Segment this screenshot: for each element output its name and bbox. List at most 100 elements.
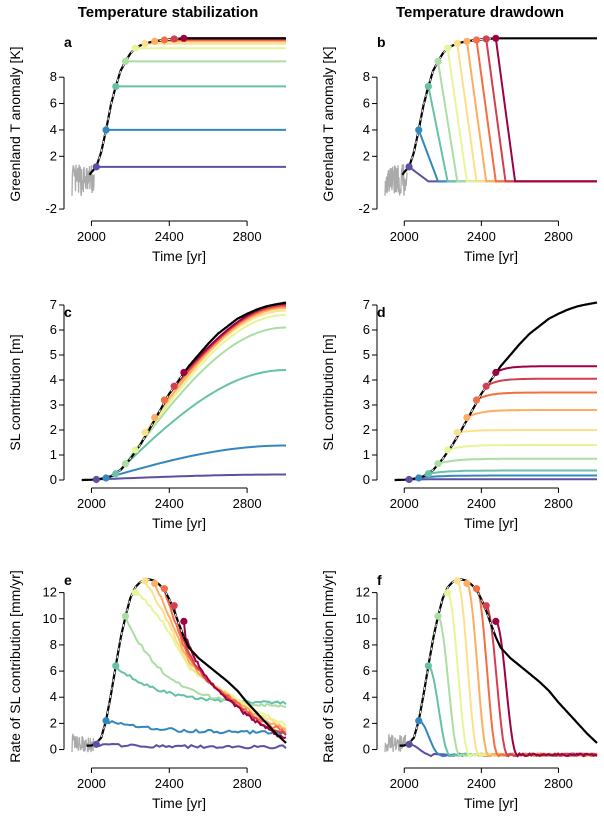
y-tick-label: 4 xyxy=(50,689,57,704)
y-tick-label: 10 xyxy=(43,611,57,626)
y-tick-label: 0 xyxy=(363,742,370,757)
x-tick-label: 2400 xyxy=(467,496,496,511)
y-tick-label: 6 xyxy=(363,663,370,678)
scenario-start-point-3 xyxy=(424,662,432,670)
panel-f: f 2000 2400 2800 0 2 4 6 8 10 12 Time [yr] Rate of S… xyxy=(320,570,598,811)
scenario-start-point-7 xyxy=(151,37,159,45)
historical-series xyxy=(384,164,408,196)
y-tick-label: 10 xyxy=(356,611,370,626)
scenario-start-point-3 xyxy=(112,470,120,478)
y-tick-label: 8 xyxy=(50,69,57,84)
y-tick-label: 12 xyxy=(356,585,370,600)
panel-e: e 2000 2400 2800 0 2 4 6 8 10 12 Time [yr] Rate of S… xyxy=(7,570,287,811)
y-tick-label: 7 xyxy=(50,297,57,312)
scenario-line-9 xyxy=(485,605,598,758)
x-tick-label: 2000 xyxy=(390,229,419,244)
y-tick-label: 6 xyxy=(363,322,370,337)
x-tick-label: 2800 xyxy=(233,496,262,511)
y-tick-label: 2 xyxy=(363,422,370,437)
y-tick-label: 6 xyxy=(50,96,57,111)
baseline-series xyxy=(394,301,598,482)
y-tick-label: 3 xyxy=(50,397,57,412)
scenario-line-9 xyxy=(485,377,597,388)
x-tick-label: 2000 xyxy=(390,496,419,511)
panel-b: b 2000 2400 2800 -2 2 4 6 8 Time [yr] Greenland T … xyxy=(320,34,597,264)
scenario-line-10 xyxy=(495,365,597,374)
scenario-start-point-8 xyxy=(472,36,481,44)
x-tick-label: 2400 xyxy=(467,229,496,244)
scenario-start-point-2 xyxy=(415,717,423,725)
y-tick-label: 0 xyxy=(363,472,370,487)
x-tick-label: 2800 xyxy=(544,229,573,244)
plot-area-c xyxy=(81,301,287,484)
scenario-start-point-10 xyxy=(492,368,500,377)
scenario-start-point-1 xyxy=(92,163,100,171)
plot-area-b xyxy=(384,34,597,196)
scenario-start-point-8 xyxy=(160,396,169,404)
y-axis-label: Rate of SL contribution [mm/yr] xyxy=(7,570,23,762)
baseline-dash-overlay xyxy=(408,579,497,744)
y-tick-label: 4 xyxy=(363,122,370,137)
baseline-dash-overlay xyxy=(408,37,496,168)
scenario-start-point-6 xyxy=(453,428,461,437)
scenario-line-1 xyxy=(95,742,287,750)
scenario-start-point-6 xyxy=(141,39,149,48)
y-tick-label: 5 xyxy=(50,347,57,362)
y-tick-label: 0 xyxy=(50,472,57,487)
x-tick-label: 2400 xyxy=(155,776,184,791)
y-axis-label: Rate of SL contribution [mm/yr] xyxy=(320,570,336,762)
baseline-series xyxy=(88,37,286,176)
y-tick-label: 6 xyxy=(50,322,57,337)
scenario-start-point-9 xyxy=(482,602,490,610)
y-tick-label: 2 xyxy=(50,148,57,163)
y-tick-label: 6 xyxy=(363,96,370,111)
scenario-start-point-8 xyxy=(472,585,481,593)
x-axis-label: Time [yr] xyxy=(464,515,518,531)
y-tick-label: 3 xyxy=(363,397,370,412)
scenario-line-2 xyxy=(105,720,287,735)
scenario-start-point-9 xyxy=(482,35,490,43)
scenario-line-6 xyxy=(456,43,597,183)
baseline-series xyxy=(399,578,598,747)
y-tick-label: 2 xyxy=(363,148,370,163)
scenario-start-point-7 xyxy=(463,413,471,422)
y-tick-label: -2 xyxy=(358,201,370,216)
x-tick-label: 2400 xyxy=(467,776,496,791)
scenario-start-point-9 xyxy=(170,35,178,43)
y-tick-label: 2 xyxy=(50,422,57,437)
scenario-line-8 xyxy=(475,39,597,183)
x-axis-label: Time [yr] xyxy=(152,248,206,264)
scenario-start-point-8 xyxy=(160,585,169,593)
baseline-series xyxy=(401,37,597,176)
scenario-start-point-3 xyxy=(112,662,120,670)
scenario-start-point-6 xyxy=(453,577,461,585)
y-tick-label: -2 xyxy=(45,201,57,216)
panel-letter-a: a xyxy=(64,34,72,50)
y-tick-label: 8 xyxy=(50,637,57,652)
scenario-start-point-1 xyxy=(405,475,413,484)
scenario-start-point-4 xyxy=(434,612,442,620)
scenario-start-point-3 xyxy=(112,82,120,91)
historical-series xyxy=(71,164,95,196)
y-tick-label: 8 xyxy=(363,69,370,84)
scenario-start-point-10 xyxy=(180,617,188,625)
scenario-start-point-10 xyxy=(180,368,188,377)
scenario-start-point-4 xyxy=(121,612,130,620)
x-tick-label: 2400 xyxy=(155,229,184,244)
scenario-line-7 xyxy=(153,307,287,419)
scenario-line-6 xyxy=(457,429,597,434)
y-tick-label: 12 xyxy=(43,585,57,600)
x-tick-label: 2800 xyxy=(233,229,262,244)
scenario-start-point-10 xyxy=(180,34,188,42)
scenario-start-point-9 xyxy=(170,382,178,390)
scenario-start-point-5 xyxy=(444,589,452,597)
plot-area-d xyxy=(394,301,598,484)
scenario-line-9 xyxy=(485,38,597,183)
scenario-start-point-4 xyxy=(121,57,130,65)
scenario-line-10 xyxy=(182,621,287,739)
x-tick-label: 2000 xyxy=(77,229,106,244)
scenario-start-point-5 xyxy=(131,589,139,597)
scenario-line-5 xyxy=(447,444,597,451)
